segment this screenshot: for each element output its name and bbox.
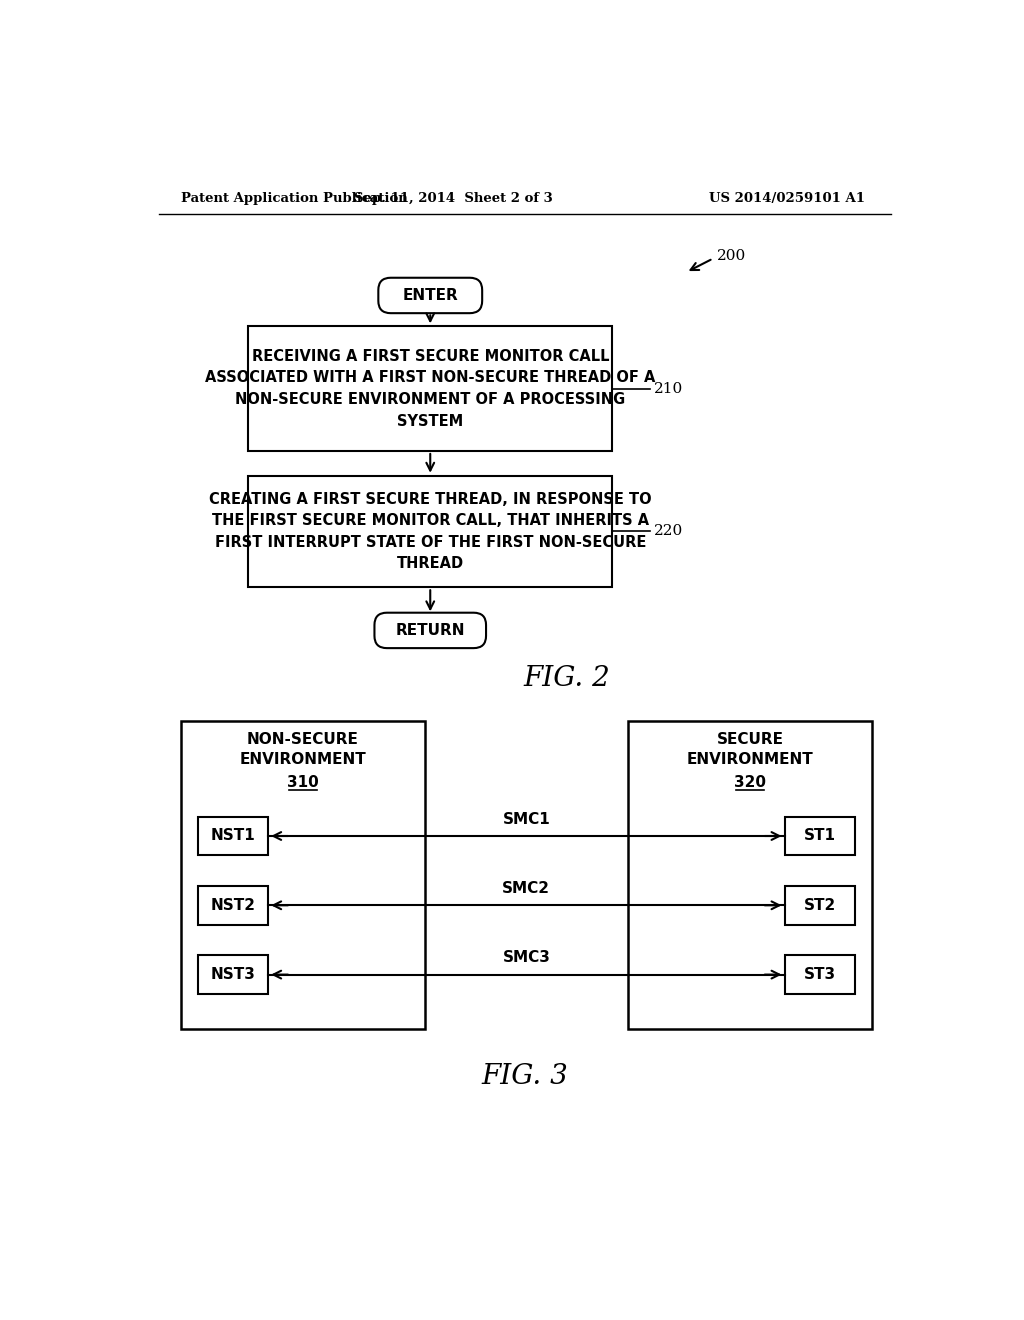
Text: SMC1: SMC1 <box>503 812 550 826</box>
Bar <box>198 817 267 855</box>
Bar <box>785 956 855 994</box>
Bar <box>785 817 855 855</box>
Text: SMC2: SMC2 <box>503 880 550 896</box>
Bar <box>180 721 425 1028</box>
Text: 320: 320 <box>734 775 766 789</box>
Text: FIG. 3: FIG. 3 <box>481 1063 568 1090</box>
Text: RECEIVING A FIRST SECURE MONITOR CALL
ASSOCIATED WITH A FIRST NON-SECURE THREAD : RECEIVING A FIRST SECURE MONITOR CALL AS… <box>205 348 655 429</box>
Text: ENTER: ENTER <box>402 288 458 304</box>
Text: NON-SECURE
ENVIRONMENT: NON-SECURE ENVIRONMENT <box>240 733 367 767</box>
Text: FIG. 2: FIG. 2 <box>523 665 610 692</box>
Bar <box>785 886 855 924</box>
Text: US 2014/0259101 A1: US 2014/0259101 A1 <box>710 191 865 205</box>
Bar <box>198 956 267 994</box>
Text: Patent Application Publication: Patent Application Publication <box>180 191 408 205</box>
Text: ST2: ST2 <box>804 898 837 913</box>
Text: CREATING A FIRST SECURE THREAD, IN RESPONSE TO
THE FIRST SECURE MONITOR CALL, TH: CREATING A FIRST SECURE THREAD, IN RESPO… <box>209 491 651 572</box>
Text: NST1: NST1 <box>210 829 255 843</box>
Text: 220: 220 <box>653 524 683 539</box>
FancyBboxPatch shape <box>375 612 486 648</box>
FancyBboxPatch shape <box>378 277 482 313</box>
Text: ST1: ST1 <box>804 829 836 843</box>
Text: 210: 210 <box>653 381 683 396</box>
Bar <box>198 886 267 924</box>
Bar <box>248 475 612 587</box>
Text: ST3: ST3 <box>804 968 837 982</box>
Text: 200: 200 <box>717 249 746 263</box>
Text: SMC3: SMC3 <box>503 950 550 965</box>
Text: Sep. 11, 2014  Sheet 2 of 3: Sep. 11, 2014 Sheet 2 of 3 <box>354 191 553 205</box>
Bar <box>248 326 612 451</box>
Text: NST2: NST2 <box>210 898 255 913</box>
Bar <box>628 721 872 1028</box>
Text: RETURN: RETURN <box>395 623 465 638</box>
Text: SECURE
ENVIRONMENT: SECURE ENVIRONMENT <box>686 733 813 767</box>
Text: NST3: NST3 <box>210 968 255 982</box>
Text: 310: 310 <box>287 775 318 789</box>
